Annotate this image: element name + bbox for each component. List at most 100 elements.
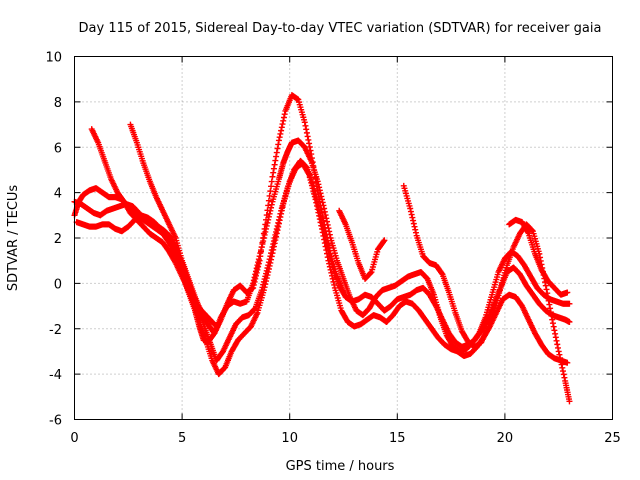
data-point xyxy=(407,208,414,215)
data-point xyxy=(260,235,267,241)
data-point xyxy=(262,221,269,228)
data-point xyxy=(544,290,551,297)
y-tick-label: -6 xyxy=(49,414,62,429)
data-point xyxy=(328,269,335,276)
data-point xyxy=(310,188,317,195)
data-point xyxy=(275,223,282,230)
data-point xyxy=(560,368,567,375)
data-point xyxy=(557,358,564,365)
plot-frame xyxy=(74,56,613,420)
data-point xyxy=(316,198,323,205)
data-point xyxy=(262,281,269,288)
series-track-6 xyxy=(336,207,388,282)
data-point xyxy=(256,257,263,264)
data-point xyxy=(549,316,556,323)
data-point xyxy=(278,124,285,131)
data-point xyxy=(263,275,270,282)
data-point xyxy=(275,141,282,148)
data-point xyxy=(253,269,260,276)
data-point xyxy=(329,275,336,282)
data-point xyxy=(250,281,257,288)
data-point xyxy=(306,174,313,181)
data-point xyxy=(318,206,325,213)
data-point xyxy=(263,278,270,285)
data-point xyxy=(316,212,323,219)
data-point xyxy=(314,187,321,194)
data-point xyxy=(252,272,259,279)
series-track-7 xyxy=(400,182,573,405)
data-point xyxy=(278,207,285,214)
data-point xyxy=(410,220,417,227)
data-point xyxy=(324,218,331,225)
data-point xyxy=(412,229,419,236)
data-point xyxy=(279,204,286,211)
data-point xyxy=(259,239,266,246)
data-point xyxy=(312,175,319,182)
data-point xyxy=(273,153,280,160)
data-point xyxy=(309,159,316,166)
data-point xyxy=(330,278,337,285)
data-point xyxy=(271,240,278,247)
data-point xyxy=(557,354,564,361)
series-track-2 xyxy=(71,157,573,364)
data-point xyxy=(308,179,315,186)
data-point xyxy=(321,205,328,212)
data-point xyxy=(311,171,318,178)
data-point xyxy=(564,359,571,366)
data-point xyxy=(326,244,333,251)
data-point xyxy=(305,136,312,143)
data-point xyxy=(307,177,314,184)
data-point xyxy=(550,323,557,330)
data-point xyxy=(270,169,277,176)
data-point xyxy=(323,231,330,238)
data-point xyxy=(275,137,282,144)
data-point xyxy=(266,192,273,199)
data-point xyxy=(278,210,285,217)
data-point xyxy=(380,238,387,245)
data-point xyxy=(551,327,558,334)
data-point xyxy=(566,318,573,325)
chart-title: Day 115 of 2015, Sidereal Day-to-day VTE… xyxy=(79,21,602,36)
y-tick-label: 0 xyxy=(54,277,62,292)
data-point xyxy=(264,272,271,279)
data-point xyxy=(367,269,374,276)
data-point xyxy=(306,143,313,150)
data-point xyxy=(316,194,323,201)
data-point xyxy=(270,246,277,253)
data-point xyxy=(261,284,268,291)
data-point xyxy=(524,229,531,236)
data-point xyxy=(566,300,573,307)
data-point xyxy=(381,237,388,244)
data-points xyxy=(71,92,573,405)
data-point xyxy=(325,257,332,264)
data-point xyxy=(552,330,559,337)
x-tick-label: 25 xyxy=(604,431,621,446)
data-point xyxy=(321,224,328,231)
data-point xyxy=(311,167,318,174)
data-point xyxy=(310,163,317,170)
data-point xyxy=(325,241,332,248)
data-point xyxy=(257,253,264,260)
data-point xyxy=(548,312,555,319)
data-point xyxy=(547,309,554,316)
data-point xyxy=(280,114,287,121)
data-point xyxy=(260,230,267,237)
data-point xyxy=(276,217,283,224)
data-point xyxy=(281,111,288,118)
data-point xyxy=(269,250,276,257)
x-tick-label: 20 xyxy=(497,431,514,446)
x-tick-label: 0 xyxy=(70,431,78,446)
data-point xyxy=(324,237,331,244)
y-axis-label: SDTVAR / TECUs xyxy=(6,185,21,292)
data-point xyxy=(407,205,414,212)
series-track-3 xyxy=(73,160,571,378)
data-point xyxy=(270,165,277,172)
data-point xyxy=(308,151,315,158)
data-point xyxy=(265,202,272,209)
data-point xyxy=(554,341,561,348)
data-point xyxy=(318,225,325,232)
data-point xyxy=(266,210,273,217)
series-track-8 xyxy=(506,216,571,298)
data-point xyxy=(545,297,552,304)
